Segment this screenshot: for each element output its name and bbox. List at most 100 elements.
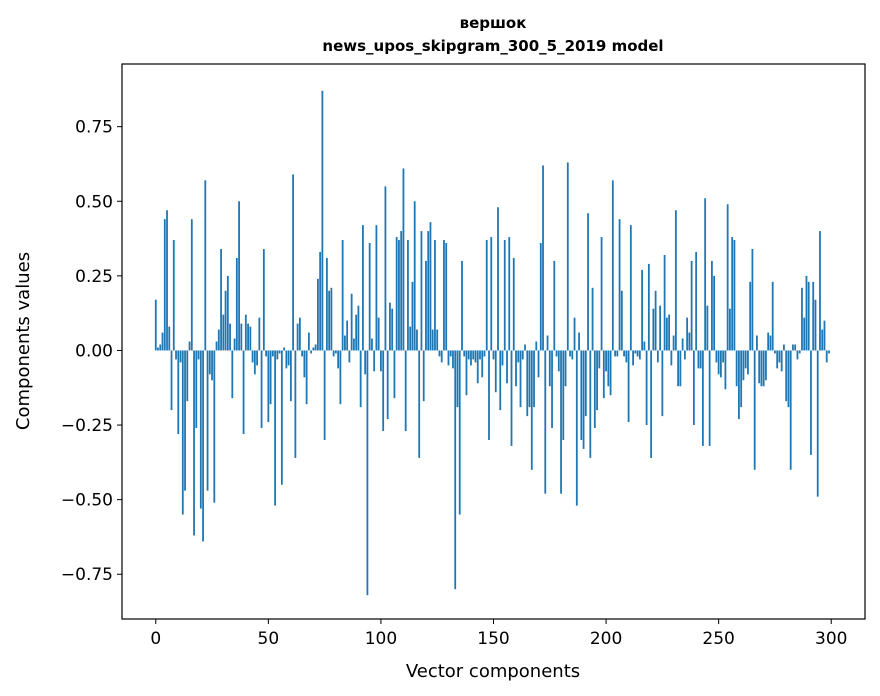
bar — [249, 326, 252, 351]
bar — [544, 350, 547, 494]
bar — [701, 350, 704, 446]
bar — [382, 350, 385, 432]
bar — [564, 350, 567, 387]
bar — [557, 350, 560, 372]
bar — [537, 350, 540, 378]
bar — [348, 350, 351, 363]
bar — [217, 329, 220, 351]
bar — [699, 350, 702, 369]
bar — [593, 350, 596, 429]
bar — [168, 326, 171, 351]
bar — [665, 317, 668, 351]
bar — [353, 338, 355, 351]
bar — [235, 257, 238, 351]
bar — [774, 350, 776, 354]
bar — [172, 240, 175, 351]
bar — [456, 350, 459, 408]
bar — [614, 350, 616, 357]
chart-title: вершок — [460, 14, 527, 32]
bar — [166, 210, 168, 351]
bar — [733, 240, 736, 351]
bar — [215, 341, 218, 351]
bar — [578, 332, 580, 351]
bar — [199, 350, 202, 509]
bar — [485, 240, 488, 351]
bar — [334, 350, 337, 354]
bar — [181, 350, 184, 515]
y-tick-label: −0.25 — [61, 416, 113, 436]
bar — [400, 231, 403, 351]
bar — [798, 350, 801, 354]
bar — [341, 240, 344, 351]
bar — [553, 260, 556, 351]
x-axis: 0 50 100 150 200 250 300 — [150, 619, 847, 649]
bar — [413, 201, 416, 351]
bar — [645, 350, 648, 426]
bar — [474, 350, 477, 363]
bar — [256, 350, 258, 366]
bar — [278, 350, 281, 354]
bar — [494, 350, 497, 393]
bar — [154, 299, 157, 351]
bar — [197, 350, 200, 360]
y-tick-label: −0.75 — [61, 565, 113, 585]
bar — [366, 350, 369, 596]
bar — [715, 350, 718, 363]
bar — [292, 174, 295, 351]
bar — [760, 350, 763, 387]
bar — [461, 260, 463, 351]
bar — [330, 287, 333, 351]
bar — [407, 240, 409, 351]
bar — [816, 350, 819, 497]
bar — [533, 350, 535, 408]
bar — [490, 237, 493, 351]
bar — [231, 350, 234, 399]
bar — [213, 350, 216, 503]
bar — [647, 263, 650, 351]
bar — [449, 350, 452, 357]
bar — [803, 317, 806, 351]
x-tick-label: 150 — [477, 629, 509, 649]
bar — [418, 350, 421, 458]
bar — [371, 338, 373, 351]
bar — [303, 350, 306, 378]
bar — [159, 344, 162, 351]
bar — [735, 350, 738, 387]
bar — [186, 350, 189, 402]
bar — [170, 350, 173, 411]
bar — [161, 332, 164, 351]
y-axis: −0.75 −0.50 −0.25 0.00 0.25 0.50 0.75 — [61, 118, 122, 585]
bar — [688, 332, 691, 351]
bar — [242, 350, 245, 434]
bar — [501, 350, 504, 366]
bar — [202, 350, 204, 542]
bar — [499, 350, 502, 411]
bar — [560, 350, 562, 494]
bar — [596, 350, 598, 411]
bar — [530, 350, 533, 470]
bar — [629, 225, 632, 351]
bar — [600, 237, 603, 351]
bar — [157, 347, 159, 351]
bar — [276, 350, 279, 360]
bar — [357, 305, 360, 351]
bar — [668, 314, 671, 351]
bar — [805, 275, 808, 351]
bar — [663, 254, 666, 351]
bar — [312, 347, 315, 351]
bar — [652, 308, 655, 351]
bar — [731, 237, 734, 351]
bar — [226, 275, 229, 351]
bar — [814, 299, 817, 351]
bar — [738, 350, 740, 420]
bar — [258, 317, 261, 351]
bar — [298, 317, 301, 351]
chart-subtitle: news_upos_skipgram_300_5_2019 model — [322, 37, 663, 55]
bar — [575, 350, 578, 506]
bar — [539, 243, 542, 351]
bar — [810, 350, 812, 455]
bar — [339, 350, 342, 405]
x-tick-label: 100 — [365, 629, 397, 649]
bar — [758, 350, 761, 384]
bar — [517, 350, 520, 363]
